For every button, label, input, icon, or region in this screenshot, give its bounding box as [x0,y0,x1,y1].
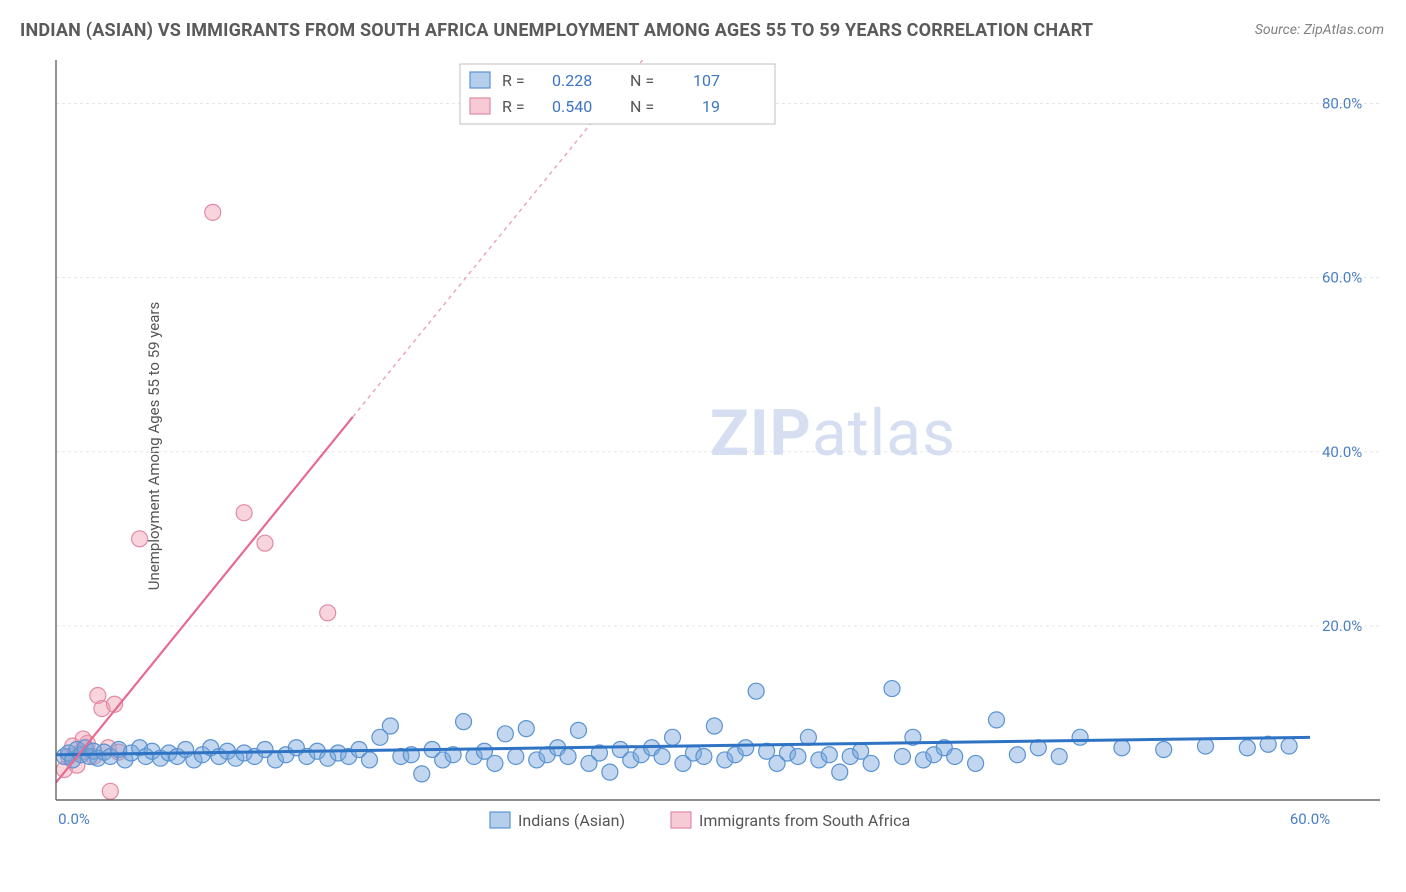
legend-swatch-indians [490,812,510,828]
data-point-indians [1114,740,1130,756]
x-tick-label: 0.0% [58,810,90,828]
data-point-indians [790,748,806,764]
legend-series-label: Immigrants from South Africa [699,811,910,830]
data-point-indians [832,764,848,780]
chart-title: INDIAN (ASIAN) VS IMMIGRANTS FROM SOUTH … [20,20,1093,41]
legend-swatch-south-africa [470,98,490,114]
data-point-indians [706,718,722,734]
trend-line-south-africa [56,417,353,783]
data-point-indians [665,729,681,745]
data-point-indians [1281,738,1297,754]
data-point-indians [989,712,1005,728]
data-point-indians [362,752,378,768]
legend-n-value: 107 [693,71,720,90]
y-tick-label: 80.0% [1322,95,1362,113]
y-tick-label: 60.0% [1322,269,1362,287]
data-point-indians [654,748,670,764]
data-point-indians [968,755,984,771]
data-point-indians [518,721,534,737]
data-point-indians [382,718,398,734]
data-point-indians [696,748,712,764]
data-point-indians [1198,738,1214,754]
legend-r-label: R = [502,97,525,116]
data-point-indians [1009,747,1025,763]
legend-swatch-south-africa [671,812,691,828]
legend-r-value: 0.540 [552,97,592,116]
data-point-indians [487,755,503,771]
data-point-south-africa [132,531,148,547]
data-point-indians [456,714,472,730]
data-point-indians [821,747,837,763]
plot-area: 20.0% 40.0% 60.0% 80.0% ZIPatlas 0.0% 60.0% R =… [50,60,1380,830]
chart-container: INDIAN (ASIAN) VS IMMIGRANTS FROM SOUTH … [0,0,1406,892]
y-tick-label: 20.0% [1322,617,1362,635]
legend-r-value: 0.228 [552,71,592,90]
x-tick-label: 60.0% [1290,810,1330,828]
watermark: ZIPatlas [710,396,956,471]
data-point-indians [571,722,587,738]
data-point-indians [863,755,879,771]
legend-n-label: N = [630,71,654,90]
data-point-indians [508,748,524,764]
legend-series-label: Indians (Asian) [518,811,625,830]
data-point-south-africa [257,535,273,551]
data-point-south-africa [320,605,336,621]
data-point-south-africa [102,783,118,799]
data-point-indians [894,748,910,764]
y-tick-label: 40.0% [1322,443,1362,461]
data-point-indians [884,681,900,697]
data-point-indians [738,740,754,756]
legend-n-label: N = [630,97,654,116]
legend-r-label: R = [502,71,525,90]
chart-svg: 20.0% 40.0% 60.0% 80.0% ZIPatlas 0.0% 60.0% R =… [50,60,1380,830]
data-point-indians [1156,742,1172,758]
data-point-indians [602,764,618,780]
data-point-indians [497,726,513,742]
data-point-south-africa [205,204,221,220]
data-point-indians [947,748,963,764]
data-point-indians [1051,748,1067,764]
legend-n-value: 19 [702,97,720,116]
legend-swatch-indians [470,72,490,88]
data-point-south-africa [236,505,252,521]
data-point-indians [1239,740,1255,756]
data-point-indians [1072,729,1088,745]
data-point-indians [560,748,576,764]
data-point-indians [748,683,764,699]
source-attribution: Source: ZipAtlas.com [1255,22,1384,38]
data-point-indians [414,766,430,782]
